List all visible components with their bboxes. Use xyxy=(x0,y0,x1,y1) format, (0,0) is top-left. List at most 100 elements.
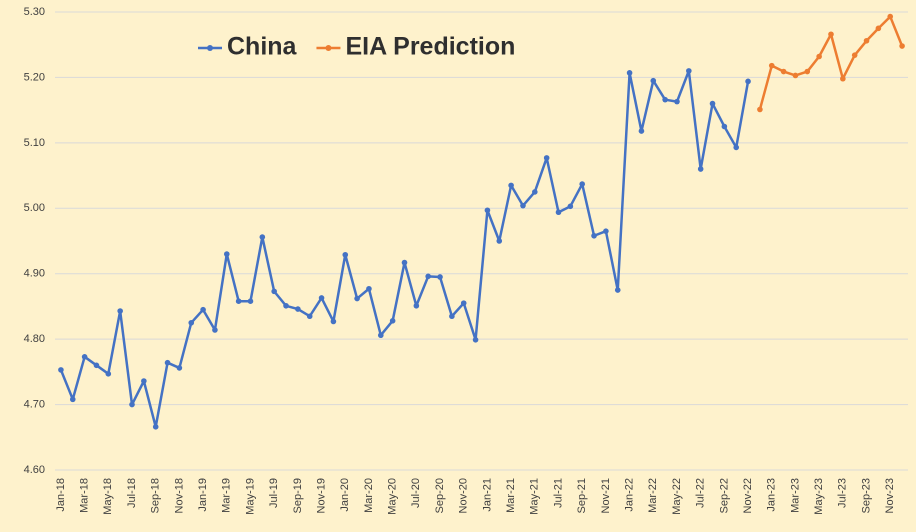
x-tick-label: May-22 xyxy=(671,478,683,515)
x-tick-label: Mar-18 xyxy=(79,478,91,513)
series-point xyxy=(650,77,657,84)
legend-swatch-point xyxy=(207,45,213,51)
series-point xyxy=(508,182,514,189)
series-point xyxy=(306,313,313,320)
series-point xyxy=(757,106,763,113)
series-point xyxy=(875,25,882,32)
x-tick-label: Jul-23 xyxy=(837,478,849,508)
series-point xyxy=(851,52,858,58)
x-tick-label: Nov-19 xyxy=(315,478,327,513)
x-tick-label: Mar-20 xyxy=(363,478,375,513)
series-point xyxy=(259,234,266,240)
series-point xyxy=(223,251,230,257)
x-tick-label: Jan-22 xyxy=(623,478,635,512)
series-point xyxy=(58,367,64,373)
series-point xyxy=(449,313,455,320)
x-tick-label: Jul-19 xyxy=(268,478,280,508)
series-point xyxy=(567,203,574,210)
series-point xyxy=(662,96,668,103)
series-point xyxy=(709,100,716,107)
x-tick-label: Sep-21 xyxy=(576,478,588,513)
series-point xyxy=(472,336,479,343)
x-tick-label: Jul-22 xyxy=(695,478,707,508)
x-tick-label: May-21 xyxy=(529,478,541,515)
series-point xyxy=(129,401,135,408)
x-tick-label: Jan-21 xyxy=(481,478,493,512)
series-point xyxy=(425,273,431,280)
series-point xyxy=(543,155,550,161)
y-tick-label: 4.90 xyxy=(24,268,45,280)
x-tick-label: Nov-20 xyxy=(458,478,470,513)
series-point xyxy=(674,98,680,105)
x-tick-label: Sep-18 xyxy=(150,478,162,513)
series-point xyxy=(247,298,254,304)
y-tick-label: 5.30 xyxy=(24,6,45,18)
series-point xyxy=(520,202,526,209)
series-point xyxy=(745,78,751,85)
series-point xyxy=(389,318,396,324)
series-point xyxy=(366,285,372,292)
series-point xyxy=(460,300,467,306)
x-tick-label: May-23 xyxy=(813,478,825,515)
x-tick-label: Mar-22 xyxy=(647,478,659,513)
x-tick-label: Jul-20 xyxy=(410,478,422,508)
series-point xyxy=(863,37,870,44)
series-point xyxy=(283,302,289,309)
series-point xyxy=(768,62,775,69)
x-tick-label: Nov-18 xyxy=(173,478,185,513)
series-point xyxy=(614,287,621,293)
series-point xyxy=(686,68,692,74)
x-tick-label: Jan-20 xyxy=(339,478,351,512)
y-tick-label: 5.10 xyxy=(24,137,45,149)
series-point xyxy=(117,308,123,314)
x-tick-label: Jan-19 xyxy=(197,478,209,512)
series-point xyxy=(591,232,597,239)
series-point xyxy=(555,209,562,216)
series-point xyxy=(93,362,100,369)
series-point xyxy=(176,365,183,371)
series-point xyxy=(792,72,799,79)
series-point xyxy=(816,53,822,60)
series-point xyxy=(840,75,846,82)
series-point xyxy=(188,319,195,326)
series-point xyxy=(579,181,586,187)
y-tick-label: 4.80 xyxy=(24,333,45,345)
series-point xyxy=(164,359,171,366)
series-point xyxy=(354,295,360,302)
series-point xyxy=(401,259,408,266)
series-point xyxy=(626,70,633,76)
legend-label: China xyxy=(227,33,298,61)
series-point xyxy=(828,31,834,38)
series-point xyxy=(804,68,811,75)
series-point xyxy=(413,302,420,309)
series-point xyxy=(484,207,491,214)
series-point xyxy=(496,238,503,244)
series-point xyxy=(721,123,728,130)
series-point xyxy=(733,144,740,151)
series-point xyxy=(318,295,325,301)
x-tick-label: Jan-23 xyxy=(766,478,778,512)
x-tick-label: May-19 xyxy=(244,478,256,515)
series-point xyxy=(638,128,645,134)
x-tick-label: Nov-23 xyxy=(884,478,896,513)
series-point xyxy=(271,288,277,295)
series-point xyxy=(235,298,242,304)
series-point xyxy=(330,318,337,325)
x-tick-label: Sep-23 xyxy=(860,478,872,513)
series-point xyxy=(532,189,538,195)
x-tick-label: Mar-23 xyxy=(789,478,801,513)
series-point xyxy=(899,43,905,49)
legend-swatch-point xyxy=(325,45,332,51)
x-tick-label: Mar-19 xyxy=(221,478,233,513)
series-point xyxy=(377,332,384,339)
series-point xyxy=(152,424,159,430)
series-point xyxy=(342,251,349,258)
y-tick-label: 5.00 xyxy=(24,202,45,214)
series-point xyxy=(69,396,76,403)
x-tick-label: Nov-21 xyxy=(600,478,612,513)
y-tick-label: 4.60 xyxy=(24,464,45,476)
series-point xyxy=(141,378,147,384)
x-tick-label: Sep-22 xyxy=(718,478,730,513)
